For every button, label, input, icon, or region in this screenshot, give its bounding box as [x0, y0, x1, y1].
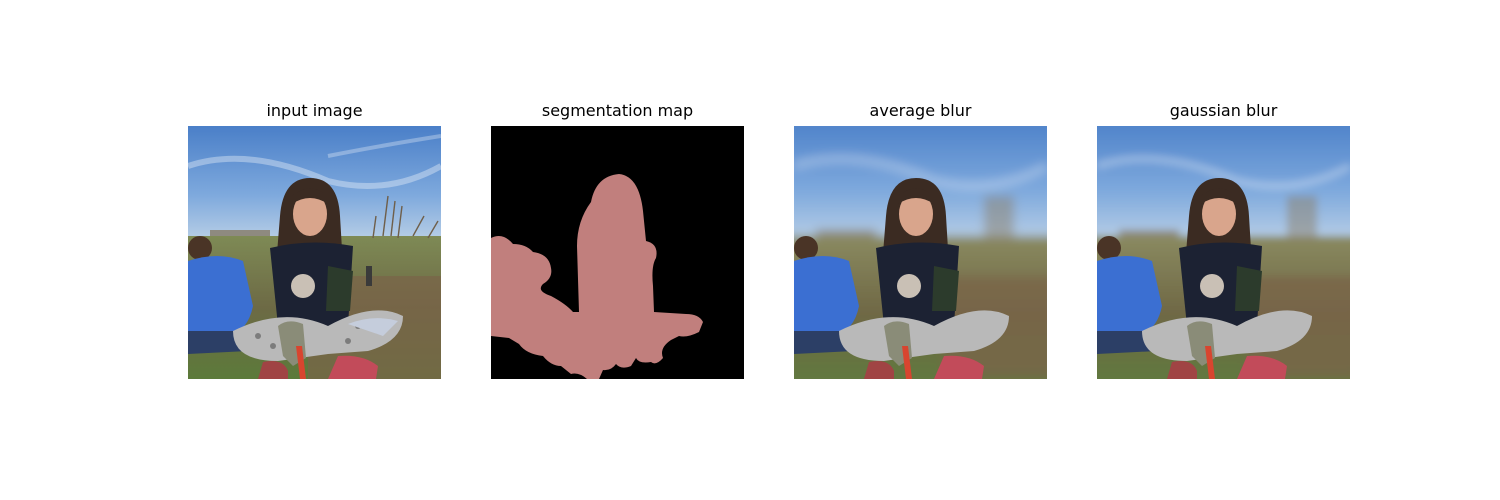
panel-title-segmentation-map: segmentation map [541, 101, 694, 120]
scene-content [188, 126, 441, 379]
panel-title-gaussian-blur: gaussian blur [1169, 101, 1278, 120]
panel-title-input-image: input image [266, 101, 363, 120]
sharp-foreground [1097, 178, 1312, 379]
average-blur-panel [794, 126, 1047, 379]
panel-title-average-blur: average blur [869, 101, 972, 120]
segmentation-mask [491, 174, 703, 379]
input-image-panel [188, 126, 441, 379]
segmentation-map-panel [491, 126, 744, 379]
gaussian-blur-image [1097, 126, 1350, 379]
sharp-foreground [794, 178, 1009, 379]
input-image [188, 126, 441, 379]
segmentation-map [491, 126, 744, 379]
average-blur-image [794, 126, 1047, 379]
gaussian-blur-panel [1097, 126, 1350, 379]
